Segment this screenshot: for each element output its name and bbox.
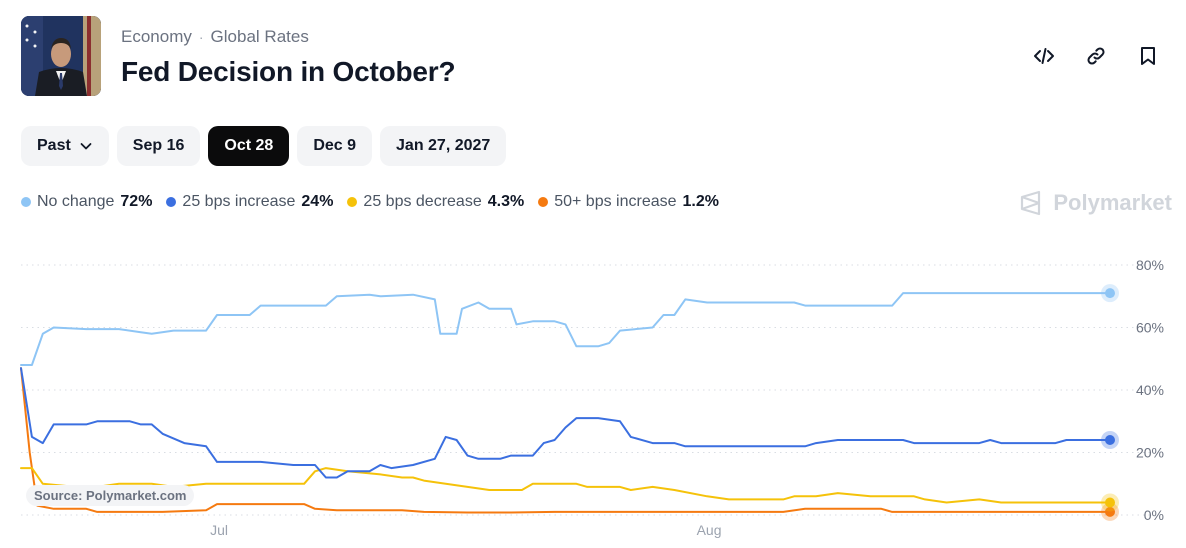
legend-dot [21,197,31,207]
legend-value: 24% [301,193,334,210]
tab-label: Jan 27, 2027 [396,137,491,154]
tab-label: Dec 9 [313,137,357,154]
legend-value: 1.2% [682,193,719,210]
probability-line-chart: 0% 20% 40% 60% 80% Jul Aug [20,257,1164,538]
tab-jan-27-2027[interactable]: Jan 27, 2027 [380,126,507,166]
chart-grid [21,264,1150,516]
bookmark-button[interactable] [1134,42,1162,70]
header-actions [1030,42,1162,70]
source-label: Source: Polymarket.com [26,485,195,506]
legend-label: 25 bps decrease [363,193,482,210]
legend-label: No change [37,193,115,210]
x-tick-label: Jul [210,522,228,538]
speaker-photo [21,16,101,96]
past-label: Past [37,137,71,154]
y-tick-label: 80% [1136,257,1164,273]
tab-dec-9[interactable]: Dec 9 [297,126,373,166]
end-marker [1105,288,1115,299]
date-tabs: Past Sep 16 Oct 28 Dec 9 Jan 27, 2027 [21,126,507,166]
y-axis-labels: 0% 20% 40% 60% 80% [1136,257,1164,523]
breadcrumb: Economy · Global Rates [121,27,309,47]
chevron-down-icon [80,143,92,150]
legend-item-no-change: No change 72% [21,193,152,211]
chart-series [20,292,1111,514]
link-icon [1087,47,1105,65]
end-marker [1105,497,1115,508]
tab-label: Oct 28 [224,137,274,154]
legend-value: 4.3% [487,193,525,210]
legend-dot [347,197,358,207]
end-marker [1105,506,1115,517]
past-dropdown[interactable]: Past [21,126,109,166]
x-tick-label: Aug [697,522,722,538]
breadcrumb-category[interactable]: Economy [121,27,192,46]
x-axis-labels: Jul Aug [210,522,721,538]
y-tick-label: 60% [1136,320,1164,336]
bookmark-icon [1141,47,1155,65]
legend-label: 25 bps increase [182,193,296,210]
embed-button[interactable] [1030,42,1058,70]
page-title: Fed Decision in October? [121,56,456,87]
legend-dot [538,197,549,207]
chart-legend: No change 72% 25 bps increase 24% 25 bps… [21,193,719,211]
series-line-50-bps-increase [20,367,1111,514]
series-line-25-bps-increase [20,367,1111,479]
legend-label: 50+ bps increase [554,193,677,210]
brand-name: Polymarket [1053,190,1172,215]
polymarket-logo-icon [1021,190,1041,216]
legend-value: 72% [120,193,153,210]
y-tick-label: 0% [1144,507,1164,523]
breadcrumb-separator: · [198,29,204,45]
copy-link-button[interactable] [1082,42,1110,70]
tab-label: Sep 16 [132,137,185,154]
legend-dot [166,197,177,207]
market-avatar [21,16,101,96]
y-tick-label: 40% [1136,382,1164,398]
embed-icon [1034,48,1054,64]
end-marker [1105,435,1115,445]
series-end-markers [1101,284,1119,521]
y-tick-label: 20% [1136,445,1164,461]
tab-oct-28[interactable]: Oct 28 [208,126,290,166]
breadcrumb-subcategory[interactable]: Global Rates [210,27,309,46]
legend-item-50-bps-increase: 50+ bps increase 1.2% [538,193,719,211]
series-line-no-change [20,292,1111,366]
polymarket-watermark: Polymarket [1019,190,1172,216]
legend-item-25-bps-decrease: 25 bps decrease 4.3% [347,193,524,211]
legend-item-25-bps-increase: 25 bps increase 24% [166,193,333,211]
tab-sep-16[interactable]: Sep 16 [116,126,201,166]
